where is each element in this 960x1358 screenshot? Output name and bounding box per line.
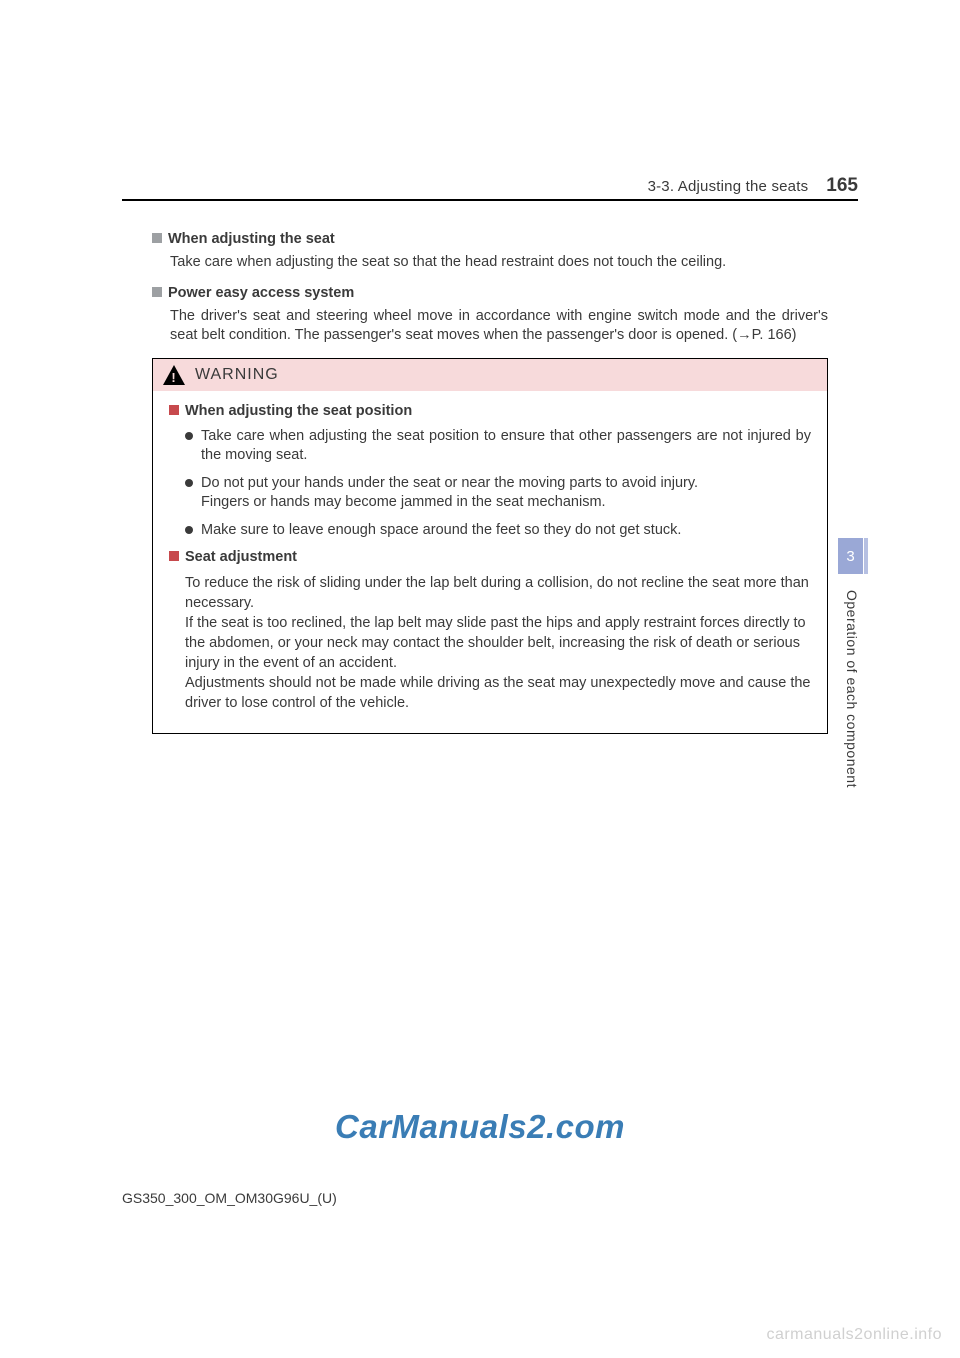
header-rule [122, 199, 858, 201]
warning-subsection-title: When adjusting the seat position [185, 403, 412, 419]
subsection-title: Power easy access system [168, 285, 354, 301]
main-content: When adjusting the seat Take care when a… [152, 231, 828, 734]
warning-header: ! WARNING [153, 359, 827, 391]
subsection-body: The driver's seat and steering wheel mov… [170, 307, 828, 346]
warning-subsection-title: Seat adjustment [185, 549, 297, 565]
chapter-label: Operation of each component [844, 590, 860, 788]
warning-bullet: Take care when adjusting the seat positi… [185, 427, 811, 466]
subsection-title: When adjusting the seat [168, 231, 335, 247]
warning-bullet: Make sure to leave enough space around t… [185, 521, 811, 541]
chapter-tab: 3 [838, 538, 863, 574]
bullet-dot-icon [185, 479, 193, 487]
square-bullet-red-icon [169, 551, 179, 561]
warning-paragraph: To reduce the risk of sliding under the … [185, 573, 811, 713]
svg-text:!: ! [171, 370, 176, 385]
bullet-dot-icon [185, 526, 193, 534]
square-bullet-red-icon [169, 405, 179, 415]
square-bullet-icon [152, 287, 162, 297]
subsection-body: Take care when adjusting the seat so tha… [170, 253, 828, 273]
bullet-dot-icon [185, 432, 193, 440]
watermark-text: CarManuals2.com [335, 1108, 625, 1146]
subsection-heading: When adjusting the seat [152, 231, 828, 247]
page-number: 165 [826, 175, 858, 197]
warning-box: ! WARNING When adjusting the seat positi… [152, 358, 828, 734]
warning-label: WARNING [195, 366, 279, 384]
footer-site: carmanuals2online.info [766, 1326, 942, 1344]
warning-body: When adjusting the seat position Take ca… [153, 391, 827, 733]
warning-subsection-heading: When adjusting the seat position [169, 403, 811, 419]
warning-bullet: Do not put your hands under the seat or … [185, 474, 811, 513]
subsection-heading: Power easy access system [152, 285, 828, 301]
page-header: 3-3. Adjusting the seats 165 [648, 175, 858, 197]
warning-bullet-text: Do not put your hands under the seat or … [201, 474, 811, 513]
square-bullet-icon [152, 233, 162, 243]
warning-bullet-text: Make sure to leave enough space around t… [201, 521, 811, 541]
warning-bullet-text: Take care when adjusting the seat positi… [201, 427, 811, 466]
section-title: 3-3. Adjusting the seats [648, 178, 809, 195]
warning-subsection-heading: Seat adjustment [169, 549, 811, 565]
footer-doc-code: GS350_300_OM_OM30G96U_(U) [122, 1190, 337, 1206]
chapter-tab-edge [864, 538, 868, 574]
chapter-number: 3 [846, 548, 854, 565]
warning-triangle-icon: ! [163, 365, 185, 385]
